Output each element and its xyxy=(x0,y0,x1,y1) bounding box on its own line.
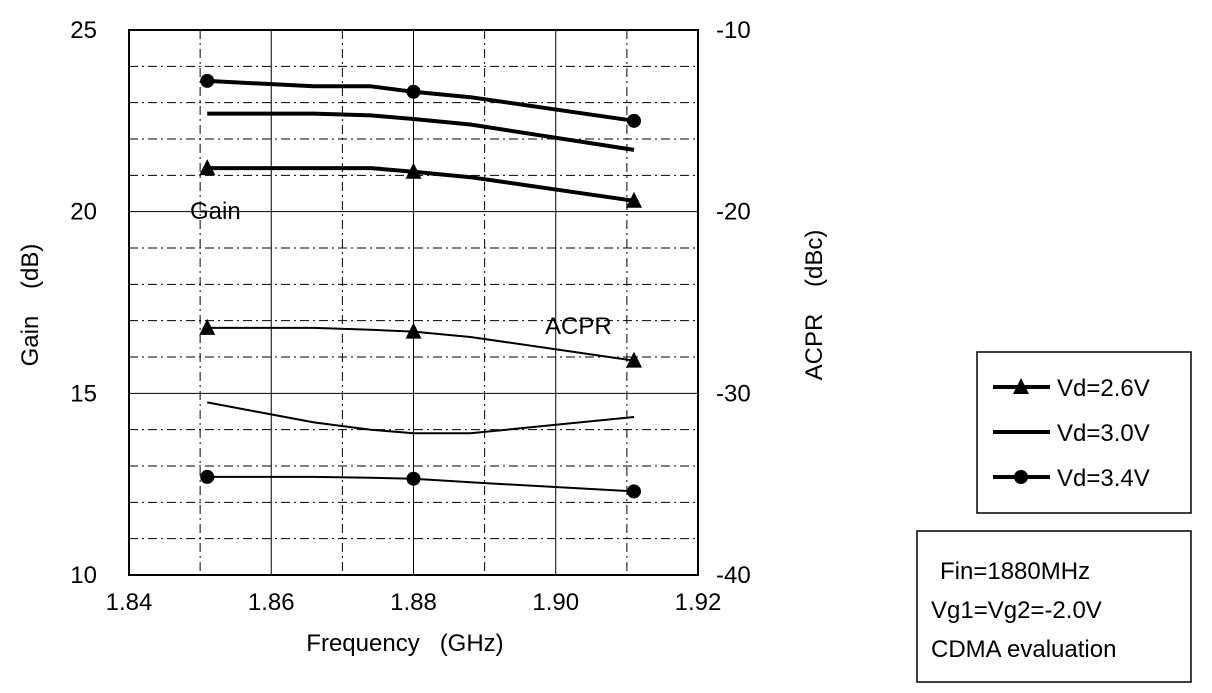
condition-line: CDMA evaluation xyxy=(931,636,1116,663)
y-left-axis-label: Gain (dB) xyxy=(17,244,44,367)
legend-label: Vd=3.0V xyxy=(1057,420,1150,447)
legend: Vd=2.6V Vd=3.0V Vd=3.4V xyxy=(976,351,1192,514)
acpr-data-point xyxy=(199,318,216,335)
plot-frame xyxy=(128,29,699,576)
y-right-tick-label: -40 xyxy=(716,562,751,589)
x-axis-label: Frequency (GHz) xyxy=(306,630,503,657)
y-right-axis-label: ACPR (dBc) xyxy=(801,230,828,381)
y-right-tick-label: -30 xyxy=(716,380,751,407)
acpr-series-line xyxy=(207,401,635,435)
y-left-tick-label: 25 xyxy=(70,17,97,44)
gain-data-point xyxy=(200,73,215,88)
x-tick-label: 1.88 xyxy=(390,589,437,616)
x-tick-label: 1.84 xyxy=(106,589,153,616)
acpr-data-point xyxy=(625,351,642,368)
acpr-data-point xyxy=(405,322,422,339)
y-left-tick-label: 15 xyxy=(70,380,97,407)
gain-annotation: Gain xyxy=(190,198,241,225)
acpr-data-point xyxy=(200,469,215,484)
y-right-tick-label: -20 xyxy=(716,199,751,226)
acpr-series-line xyxy=(207,326,635,362)
conditions-frame xyxy=(916,530,1192,683)
legend-marker xyxy=(1014,470,1028,484)
x-tick-label: 1.86 xyxy=(248,589,295,616)
x-tick-label: 1.92 xyxy=(675,589,722,616)
gain-data-point xyxy=(405,162,422,179)
acpr-annotation: ACPR xyxy=(545,313,612,340)
y-left-tick-label: 10 xyxy=(70,562,97,589)
gain-series-line xyxy=(207,166,635,203)
gain-data-point xyxy=(406,84,421,99)
legend-label: Vd=3.4V xyxy=(1057,465,1150,492)
legend-label: Vd=2.6V xyxy=(1057,375,1150,402)
conditions-box: Fin=1880MHz Vg1=Vg2=-2.0V CDMA evaluatio… xyxy=(916,530,1192,683)
legend-marker xyxy=(1013,378,1029,394)
acpr-data-point xyxy=(626,484,641,499)
gain-series-line xyxy=(207,111,635,152)
tick-labels: 1.84 1.86 1.88 1.90 1.92 10 15 20 25 -40 -30 -20 -10 xyxy=(70,17,750,616)
acpr-series-line xyxy=(207,475,635,493)
x-tick-label: 1.90 xyxy=(532,589,579,616)
y-left-tick-label: 20 xyxy=(70,199,97,226)
condition-line: Fin=1880MHz xyxy=(940,558,1090,585)
gain-data-point xyxy=(626,113,641,128)
condition-line: Vg1=Vg2=-2.0V xyxy=(931,597,1102,624)
y-right-tick-label: -10 xyxy=(716,17,751,44)
acpr-data-point xyxy=(406,471,421,486)
gain-series-line xyxy=(207,78,635,123)
gain-data-point xyxy=(199,159,216,176)
gain-data-point xyxy=(625,191,642,208)
series-layer xyxy=(199,73,642,499)
